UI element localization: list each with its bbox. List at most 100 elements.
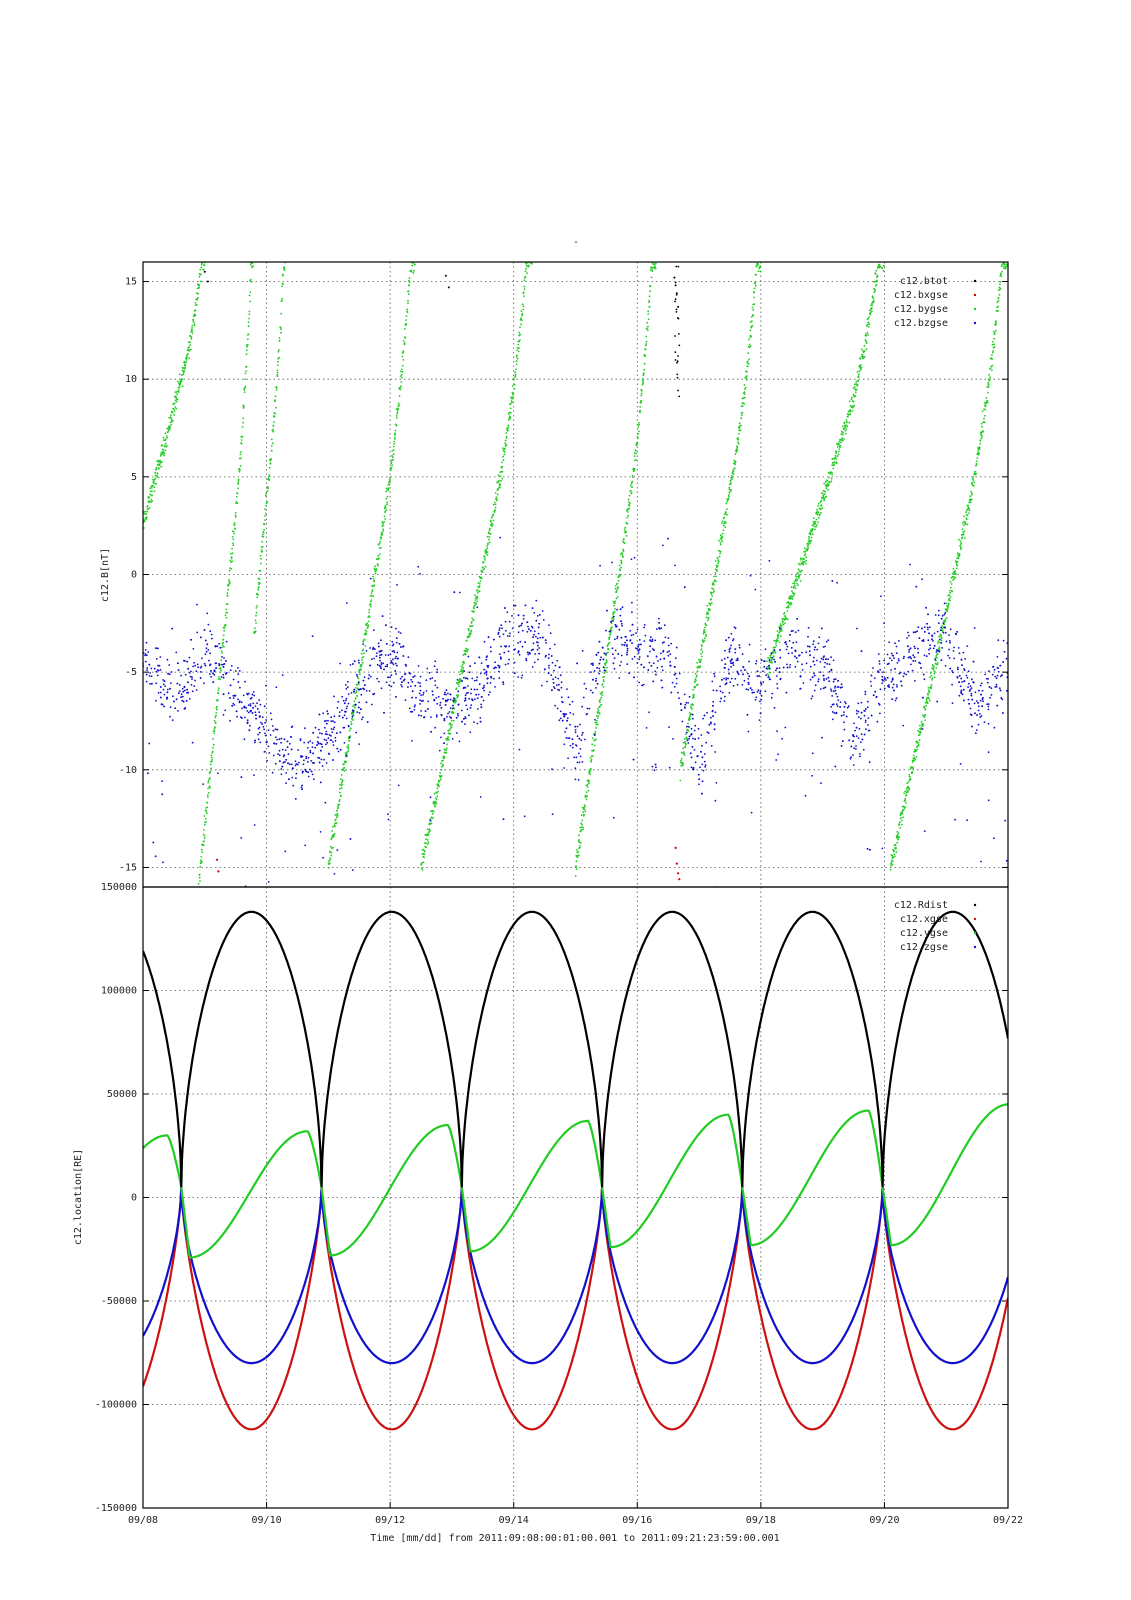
data-point (971, 477, 974, 480)
data-point (429, 796, 432, 799)
data-point (267, 745, 270, 748)
data-point (233, 524, 236, 526)
data-point (263, 728, 265, 731)
data-point (391, 644, 394, 647)
data-point (382, 530, 385, 532)
data-point (890, 659, 893, 662)
data-point (705, 624, 708, 627)
data-point (255, 614, 257, 617)
data-point (684, 707, 686, 709)
data-point (269, 734, 272, 736)
data-point (578, 854, 580, 857)
data-point (388, 483, 391, 486)
data-point (728, 672, 730, 675)
data-point (736, 449, 739, 452)
data-point (358, 661, 360, 664)
data-point (545, 642, 547, 644)
data-point (519, 640, 522, 643)
data-point (241, 707, 244, 710)
data-point (516, 354, 518, 357)
data-point (787, 652, 790, 655)
data-point (499, 475, 502, 477)
data-point (767, 656, 769, 659)
data-point (183, 689, 186, 692)
data-point (828, 680, 831, 683)
data-point (573, 756, 575, 759)
data-point (611, 626, 613, 629)
data-point (268, 466, 271, 469)
data-point (297, 761, 300, 764)
data-point (792, 641, 795, 644)
data-point (794, 584, 796, 587)
data-point (703, 639, 706, 642)
data-point (243, 405, 245, 408)
data-point (591, 691, 594, 694)
data-point (861, 354, 864, 356)
data-point (519, 333, 522, 336)
data-point (888, 641, 891, 643)
data-point (181, 378, 184, 381)
data-point (975, 729, 978, 731)
data-point (511, 398, 513, 400)
data-point (908, 773, 911, 776)
data-point (411, 264, 414, 267)
data-point (974, 732, 977, 735)
data-point (804, 550, 807, 553)
data-point (405, 315, 408, 317)
data-point (814, 523, 817, 525)
data-point (621, 552, 624, 555)
data-point (643, 353, 646, 356)
data-point (931, 635, 934, 638)
data-point (447, 692, 449, 695)
data-point (523, 285, 526, 288)
data-point (928, 699, 931, 702)
data-point (812, 672, 815, 675)
data-point (339, 791, 341, 794)
data-point (835, 450, 838, 453)
data-point (487, 666, 489, 669)
data-point (782, 620, 784, 623)
data-point (855, 745, 857, 747)
data-point (203, 682, 205, 685)
data-point (229, 719, 231, 722)
data-point (436, 668, 439, 671)
data-point (320, 758, 323, 761)
data-point (257, 586, 260, 588)
data-point (387, 489, 390, 492)
data-point (718, 539, 720, 542)
data-point (967, 682, 970, 685)
data-point (777, 637, 779, 639)
data-point (303, 759, 305, 762)
data-point (637, 433, 640, 435)
data-point (407, 302, 409, 304)
data-point (168, 417, 171, 419)
data-point (831, 718, 834, 721)
data-point (345, 697, 348, 700)
data-point (193, 685, 196, 687)
data-point (671, 681, 674, 684)
data-point (536, 615, 539, 617)
data-point (597, 709, 600, 712)
data-point (319, 831, 322, 833)
data-point (688, 695, 691, 698)
data-point (771, 692, 774, 695)
data-point (533, 630, 536, 633)
data-point (954, 818, 956, 821)
data-point (889, 868, 892, 871)
data-point (745, 377, 748, 379)
data-point (820, 496, 823, 499)
data-point (261, 546, 264, 548)
data-point (962, 531, 965, 534)
data-point (636, 443, 639, 446)
data-point (474, 662, 476, 665)
data-point (171, 719, 174, 721)
data-point (902, 809, 905, 812)
data-point (958, 652, 961, 655)
data-point (236, 715, 239, 718)
data-point (689, 715, 692, 717)
data-point (473, 610, 475, 613)
data-point (385, 490, 387, 493)
data-point (394, 662, 397, 665)
data-point (799, 563, 801, 566)
data-point (589, 767, 592, 770)
